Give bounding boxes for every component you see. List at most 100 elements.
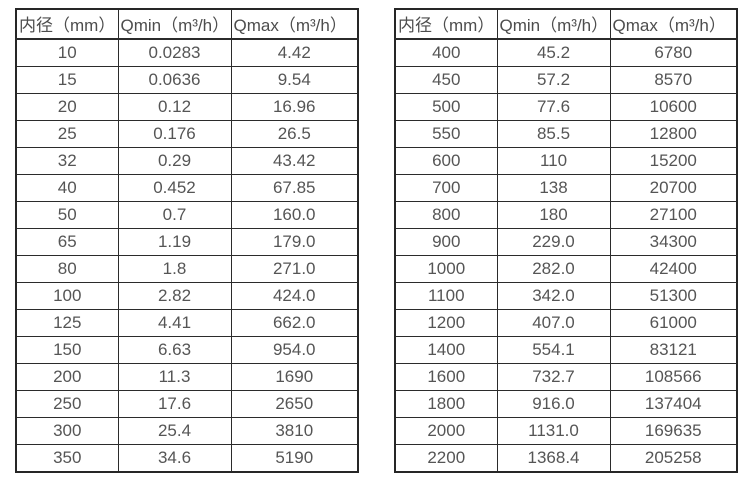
table-cell: 800: [394, 201, 498, 229]
table-cell: 1400: [394, 336, 498, 364]
header-qmin: Qmin（m³/h）: [496, 8, 611, 40]
table-row: 50 0.7 160.0: [15, 201, 359, 229]
table-cell: 0.176: [117, 120, 232, 148]
table-cell: 2200: [394, 444, 498, 473]
table-cell: 342.0: [496, 282, 611, 310]
table-cell: 125: [15, 309, 119, 337]
table-row: 32 0.29 43.42: [15, 147, 359, 175]
table-cell: 1368.4: [496, 444, 611, 473]
header-row: 内径（mm） Qmin（m³/h） Qmax（m³/h）: [15, 8, 359, 40]
table-cell: 1.8: [117, 255, 232, 283]
tables-container: 内径（mm） Qmin（m³/h） Qmax（m³/h） 10 0.0283 4.4…: [15, 8, 738, 473]
table-cell: 169635: [609, 417, 738, 445]
header-row: 内径（mm） Qmin（m³/h） Qmax（m³/h）: [394, 8, 738, 40]
table-cell: 271.0: [230, 255, 359, 283]
table-cell: 6780: [609, 38, 738, 67]
table-cell: 40: [15, 174, 119, 202]
table-row: 400 45.2 6780: [394, 38, 738, 67]
table-row: 700 138 20700: [394, 174, 738, 202]
table-cell: 0.7: [117, 201, 232, 229]
diameter-flow-table-large: 内径（mm） Qmin（m³/h） Qmax（m³/h） 400 45.2 6780…: [394, 8, 738, 473]
table-cell: 179.0: [230, 228, 359, 256]
table-row: 65 1.19 179.0: [15, 228, 359, 256]
table-row: 2200 1368.4 205258: [394, 444, 738, 473]
table-row: 25 0.176 26.5: [15, 120, 359, 148]
table-row: 1800 916.0 137404: [394, 390, 738, 418]
table-cell: 6.63: [117, 336, 232, 364]
table-row: 250 17.6 2650: [15, 390, 359, 418]
table-cell: 100: [15, 282, 119, 310]
table-cell: 51300: [609, 282, 738, 310]
table-cell: 12800: [609, 120, 738, 148]
table-cell: 4.41: [117, 309, 232, 337]
table-row: 350 34.6 5190: [15, 444, 359, 473]
table-row: 20 0.12 16.96: [15, 93, 359, 121]
table-cell: 1200: [394, 309, 498, 337]
table-cell: 4.42: [230, 38, 359, 67]
table-row: 550 85.5 12800: [394, 120, 738, 148]
table-cell: 1800: [394, 390, 498, 418]
table-cell: 1100: [394, 282, 498, 310]
table-cell: 77.6: [496, 93, 611, 121]
table-cell: 25: [15, 120, 119, 148]
table-cell: 26.5: [230, 120, 359, 148]
table-cell: 45.2: [496, 38, 611, 67]
header-qmax: Qmax（m³/h）: [609, 8, 738, 40]
table-row: 1200 407.0 61000: [394, 309, 738, 337]
table-cell: 25.4: [117, 417, 232, 445]
header-inner-diameter: 内径（mm）: [15, 8, 119, 40]
table-cell: 0.12: [117, 93, 232, 121]
table-cell: 61000: [609, 309, 738, 337]
header-qmin: Qmin（m³/h）: [117, 8, 232, 40]
table-cell: 2.82: [117, 282, 232, 310]
table-row: 300 25.4 3810: [15, 417, 359, 445]
table-cell: 954.0: [230, 336, 359, 364]
table-row: 450 57.2 8570: [394, 66, 738, 94]
table-cell: 17.6: [117, 390, 232, 418]
table-cell: 57.2: [496, 66, 611, 94]
table-cell: 32: [15, 147, 119, 175]
table-body: 400 45.2 6780 450 57.2 8570 500 77.6 10600 550 85.…: [394, 38, 738, 473]
table-cell: 34.6: [117, 444, 232, 473]
table-cell: 205258: [609, 444, 738, 473]
table-cell: 0.0283: [117, 38, 232, 67]
table-cell: 2650: [230, 390, 359, 418]
table-row: 1600 732.7 108566: [394, 363, 738, 391]
table-cell: 916.0: [496, 390, 611, 418]
table-row: 200 11.3 1690: [15, 363, 359, 391]
table-cell: 300: [15, 417, 119, 445]
table-cell: 42400: [609, 255, 738, 283]
table-cell: 15: [15, 66, 119, 94]
header-inner-diameter: 内径（mm）: [394, 8, 498, 40]
table-cell: 732.7: [496, 363, 611, 391]
table-cell: 8570: [609, 66, 738, 94]
table-cell: 11.3: [117, 363, 232, 391]
table-row: 1400 554.1 83121: [394, 336, 738, 364]
table-cell: 662.0: [230, 309, 359, 337]
table-row: 125 4.41 662.0: [15, 309, 359, 337]
table-cell: 900: [394, 228, 498, 256]
table-row: 800 180 27100: [394, 201, 738, 229]
table-header-row: 内径（mm） Qmin（m³/h） Qmax（m³/h）: [394, 8, 738, 40]
table-cell: 110: [496, 147, 611, 175]
table-cell: 15200: [609, 147, 738, 175]
table-cell: 1131.0: [496, 417, 611, 445]
table-cell: 3810: [230, 417, 359, 445]
table-cell: 250: [15, 390, 119, 418]
table-cell: 10600: [609, 93, 738, 121]
table-row: 600 110 15200: [394, 147, 738, 175]
table-row: 100 2.82 424.0: [15, 282, 359, 310]
diameter-flow-table-small: 内径（mm） Qmin（m³/h） Qmax（m³/h） 10 0.0283 4.4…: [15, 8, 359, 473]
table-cell: 0.29: [117, 147, 232, 175]
table-cell: 20: [15, 93, 119, 121]
table-cell: 400: [394, 38, 498, 67]
table-cell: 108566: [609, 363, 738, 391]
table-row: 900 229.0 34300: [394, 228, 738, 256]
table-cell: 9.54: [230, 66, 359, 94]
table-row: 15 0.0636 9.54: [15, 66, 359, 94]
table-cell: 83121: [609, 336, 738, 364]
table-row: 40 0.452 67.85: [15, 174, 359, 202]
table-cell: 180: [496, 201, 611, 229]
table-header-row: 内径（mm） Qmin（m³/h） Qmax（m³/h）: [15, 8, 359, 40]
table-body: 10 0.0283 4.42 15 0.0636 9.54 20 0.12 16.96 25 0.1…: [15, 38, 359, 473]
